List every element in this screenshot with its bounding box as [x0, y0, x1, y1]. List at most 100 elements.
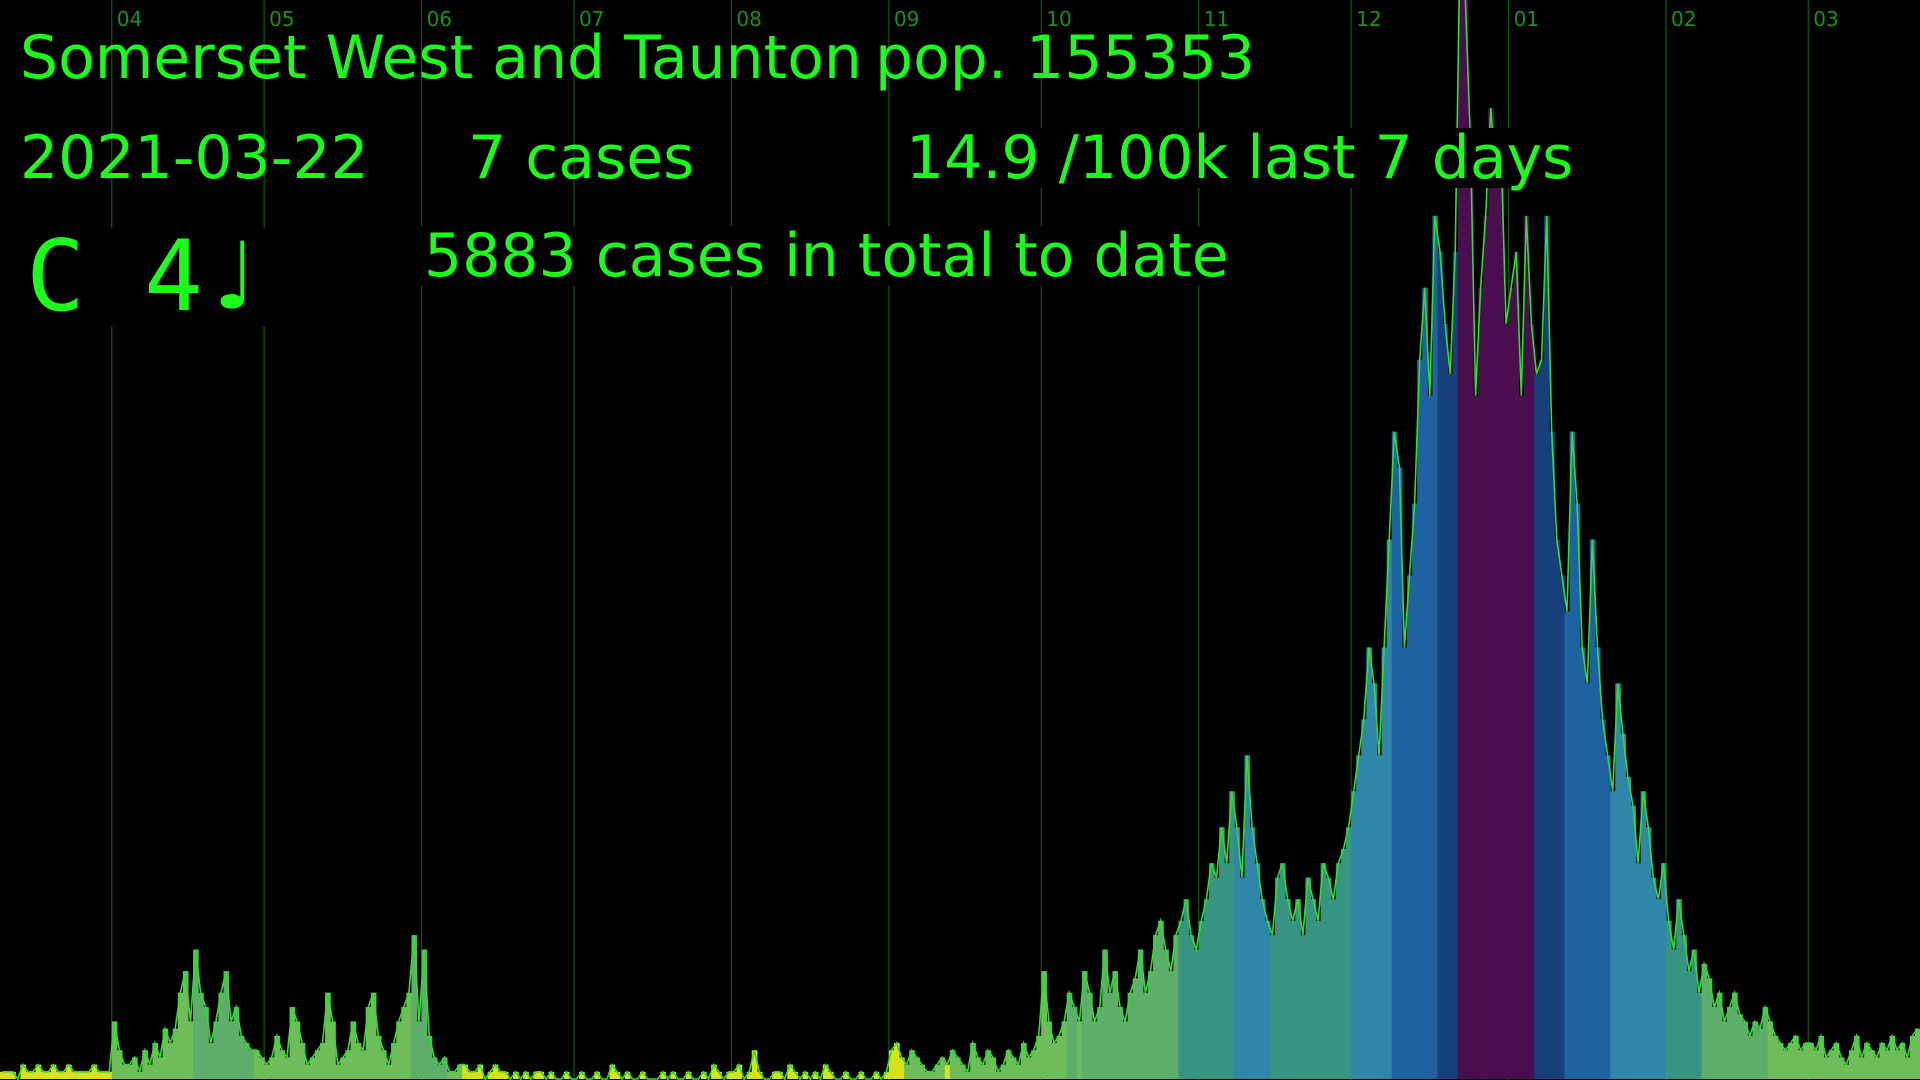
day-bar	[1513, 251, 1520, 1079]
day-bar	[416, 1021, 423, 1079]
day-bar	[716, 1071, 722, 1079]
day-bar	[1869, 1050, 1875, 1079]
day-bar	[1793, 1035, 1799, 1079]
day-bar	[1178, 920, 1185, 1079]
day-bar	[1914, 1028, 1920, 1079]
day-bar	[513, 1071, 519, 1079]
day-bar	[1366, 647, 1373, 1079]
day-bar	[406, 992, 413, 1079]
day-bar	[1859, 1057, 1865, 1079]
day-bar	[1899, 1043, 1906, 1079]
day-bar	[812, 1071, 819, 1079]
day-bar	[1508, 287, 1515, 1079]
day-bar	[1676, 899, 1682, 1079]
day-bar	[1782, 1050, 1789, 1079]
day-bar	[421, 949, 428, 1079]
day-bar	[909, 1050, 915, 1079]
day-bar	[1442, 323, 1449, 1079]
day-bar	[594, 1071, 600, 1079]
day-bar	[1340, 848, 1347, 1079]
day-bar	[944, 1064, 951, 1079]
day-bar	[1559, 575, 1566, 1079]
day-bar	[365, 1007, 372, 1079]
day-bar	[685, 1071, 692, 1079]
day-bar	[1752, 1021, 1759, 1079]
day-bar	[386, 1064, 392, 1079]
day-bar	[1081, 971, 1088, 1079]
day-bar	[294, 1021, 301, 1079]
day-bar	[1625, 776, 1632, 1079]
day-bar	[81, 1071, 87, 1079]
day-bar	[1879, 1043, 1886, 1079]
month-tick-label: 10	[1046, 7, 1071, 31]
month-tick-label: 11	[1204, 7, 1229, 31]
day-bar	[1198, 920, 1205, 1079]
month-tick-label: 12	[1356, 7, 1381, 31]
day-bar	[497, 1071, 504, 1079]
day-bar	[1031, 1050, 1037, 1079]
day-bar	[1691, 949, 1698, 1079]
day-bar	[1828, 1050, 1835, 1079]
day-bar	[264, 1064, 270, 1079]
day-bar	[1544, 215, 1550, 1080]
day-bar	[1092, 1021, 1098, 1079]
day-bar	[975, 1057, 981, 1079]
day-bar	[380, 1050, 387, 1079]
day-bar	[1219, 827, 1225, 1079]
day-bar	[1843, 1064, 1850, 1079]
day-bar	[1772, 1035, 1779, 1079]
cases-today-label: 7 cases	[468, 123, 695, 193]
day-bar	[370, 992, 377, 1079]
day-bar	[1803, 1043, 1809, 1079]
day-bar	[1478, 287, 1484, 1079]
day-bar	[990, 1057, 997, 1079]
day-bar	[1097, 1007, 1103, 1079]
day-bar	[1630, 805, 1637, 1079]
day-bar	[1737, 1014, 1743, 1079]
day-bar	[731, 1071, 738, 1079]
day-bar	[787, 1064, 793, 1079]
day-bar	[1310, 899, 1317, 1079]
day-bar	[152, 1043, 159, 1079]
day-bar	[1381, 647, 1388, 1079]
day-bar	[1335, 863, 1342, 1079]
day-bar	[350, 1021, 357, 1079]
day-bar	[1046, 1021, 1053, 1079]
day-bar	[1742, 1021, 1748, 1079]
day-bar	[1483, 215, 1489, 1080]
day-bar	[563, 1071, 570, 1079]
day-bar	[462, 1064, 468, 1079]
day-bar	[1579, 647, 1586, 1079]
day-bar	[700, 1071, 707, 1079]
day-bar	[30, 1071, 37, 1079]
day-bar	[223, 971, 230, 1079]
day-bar	[477, 1064, 484, 1079]
day-bar	[1264, 920, 1271, 1079]
day-bar	[1142, 992, 1149, 1079]
day-bar	[985, 1050, 992, 1079]
day-bar	[289, 1007, 296, 1079]
day-bar	[1041, 971, 1047, 1079]
day-bar	[1173, 935, 1180, 1079]
day-bar	[1853, 1035, 1860, 1079]
day-bar	[1122, 1021, 1129, 1079]
day-bar	[843, 1071, 849, 1079]
day-bar	[1528, 323, 1535, 1079]
day-bar	[182, 971, 189, 1079]
day-bar	[1203, 899, 1210, 1079]
day-bar	[1848, 1050, 1855, 1079]
day-bar	[1234, 827, 1240, 1079]
day-bar	[10, 1071, 16, 1079]
day-bar	[1137, 949, 1144, 1079]
day-bar	[660, 1071, 666, 1079]
day-bar	[436, 1064, 443, 1079]
day-bar	[1026, 1057, 1032, 1079]
day-bar	[1147, 971, 1154, 1079]
day-bar	[1457, 0, 1464, 1080]
month-tick-label: 05	[269, 7, 294, 31]
date-label: 2021-03-22	[20, 123, 369, 193]
day-bar	[1569, 431, 1576, 1080]
day-bar	[1605, 755, 1611, 1079]
day-bar	[198, 992, 204, 1079]
day-bar	[502, 1071, 509, 1079]
